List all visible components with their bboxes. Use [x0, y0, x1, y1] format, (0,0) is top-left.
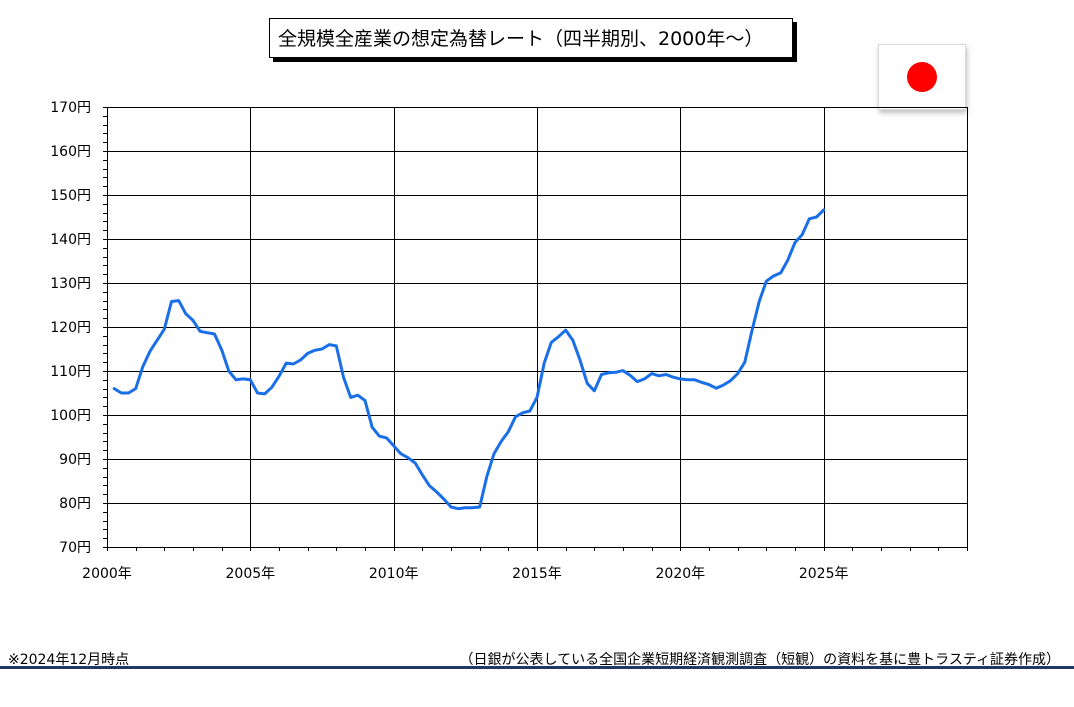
series-layer	[112, 208, 826, 511]
y-tick-label: 100円	[50, 408, 91, 424]
footnote-source: （日銀が公表している全国企業短期経済観測調査（短観）の資料を基に豊トラスティ証券…	[459, 652, 1060, 668]
footnote-date: ※2024年12月時点	[8, 652, 130, 668]
y-tick-label: 170円	[50, 100, 91, 116]
y-tick-label: 140円	[50, 232, 91, 248]
x-tick-label: 2025年	[799, 566, 849, 582]
y-axis-tick-labels: 70円 80円 90円 100円 110円 120円 130円 140円 150円 160円 170…	[50, 100, 91, 556]
y-tick-label: 80円	[59, 496, 91, 512]
chart-title: 全規模全産業の想定為替レート（四半期別、2000年～）	[269, 18, 793, 58]
x-tick-label: 2000年	[82, 566, 132, 582]
series-line	[112, 208, 826, 511]
y-tick-label: 110円	[50, 364, 91, 380]
y-tick-label: 130円	[50, 276, 91, 292]
flag-sun-disc	[907, 62, 937, 92]
grid-layer	[103, 107, 968, 551]
y-tick-label: 90円	[59, 452, 91, 468]
footer-divider	[0, 666, 1074, 669]
y-tick-label: 150円	[50, 188, 91, 204]
x-tick-label: 2010年	[369, 566, 419, 582]
y-tick-label: 120円	[50, 320, 91, 336]
x-tick-label: 2005年	[226, 566, 276, 582]
japan-flag-icon	[878, 44, 966, 110]
x-axis-tick-labels: 2000年 2005年 2010年 2015年 2020年 2025年	[82, 566, 848, 582]
y-tick-label: 160円	[50, 144, 91, 160]
x-tick-label: 2020年	[656, 566, 706, 582]
y-tick-label: 70円	[59, 540, 91, 556]
x-tick-label: 2015年	[512, 566, 562, 582]
